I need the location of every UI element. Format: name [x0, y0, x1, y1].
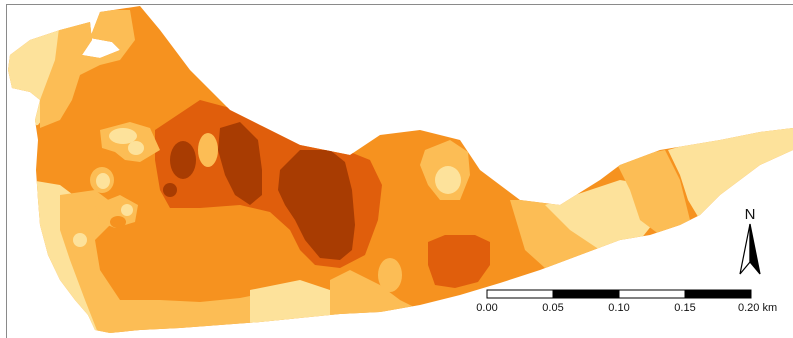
- class-2-zone-south: [330, 270, 420, 320]
- class-2-zone-west: [40, 10, 135, 128]
- class-5-zone-west-core: [218, 122, 262, 205]
- class-1-zone-south: [250, 280, 335, 330]
- class-5-spot-b: [163, 183, 177, 197]
- north-label: N: [745, 206, 756, 223]
- scale-tick-1: 0.05: [542, 302, 563, 314]
- class-2-zone-southwest: [60, 190, 300, 333]
- scale-bar: 0.00 0.05 0.10 0.15 0.20 km: [476, 289, 777, 314]
- scale-tick-3: 0.15: [674, 302, 695, 314]
- class-1-zone-east: [545, 180, 660, 250]
- scale-segment-2: [552, 289, 620, 299]
- scale-segment-3: [618, 289, 686, 299]
- class-1-zone-far-east: [668, 125, 793, 220]
- scale-tick-0: 0.00: [476, 302, 497, 314]
- north-arrow: N: [739, 206, 761, 275]
- scale-tick-2: 0.10: [608, 302, 629, 314]
- class-1-spot-west-d: [121, 204, 133, 216]
- class-1-spot-west-e: [73, 233, 87, 247]
- class-4-zone-southeast: [428, 235, 490, 288]
- class-2-spot-south: [378, 258, 402, 292]
- scale-tick-4: 0.20 km: [738, 302, 777, 314]
- class-3-spot-west-f: [110, 216, 126, 228]
- class-2-zone-east: [615, 150, 690, 235]
- class-2-spot-central: [198, 133, 218, 167]
- class-2-zone-west-d: [95, 195, 138, 228]
- class-1-spot-northeast: [435, 166, 461, 194]
- class-1-spot-west-c: [96, 173, 110, 189]
- north-arrow-icon: [739, 223, 761, 275]
- class-5-zone-central-core: [278, 150, 355, 260]
- class-5-spot-a: [170, 141, 196, 179]
- class-1-spot-west-b: [128, 141, 144, 155]
- scale-segment-4: [684, 289, 752, 299]
- scale-segment-1: [486, 289, 554, 299]
- class-1-spot-west-inner: [109, 128, 137, 144]
- map-frame: [6, 4, 793, 338]
